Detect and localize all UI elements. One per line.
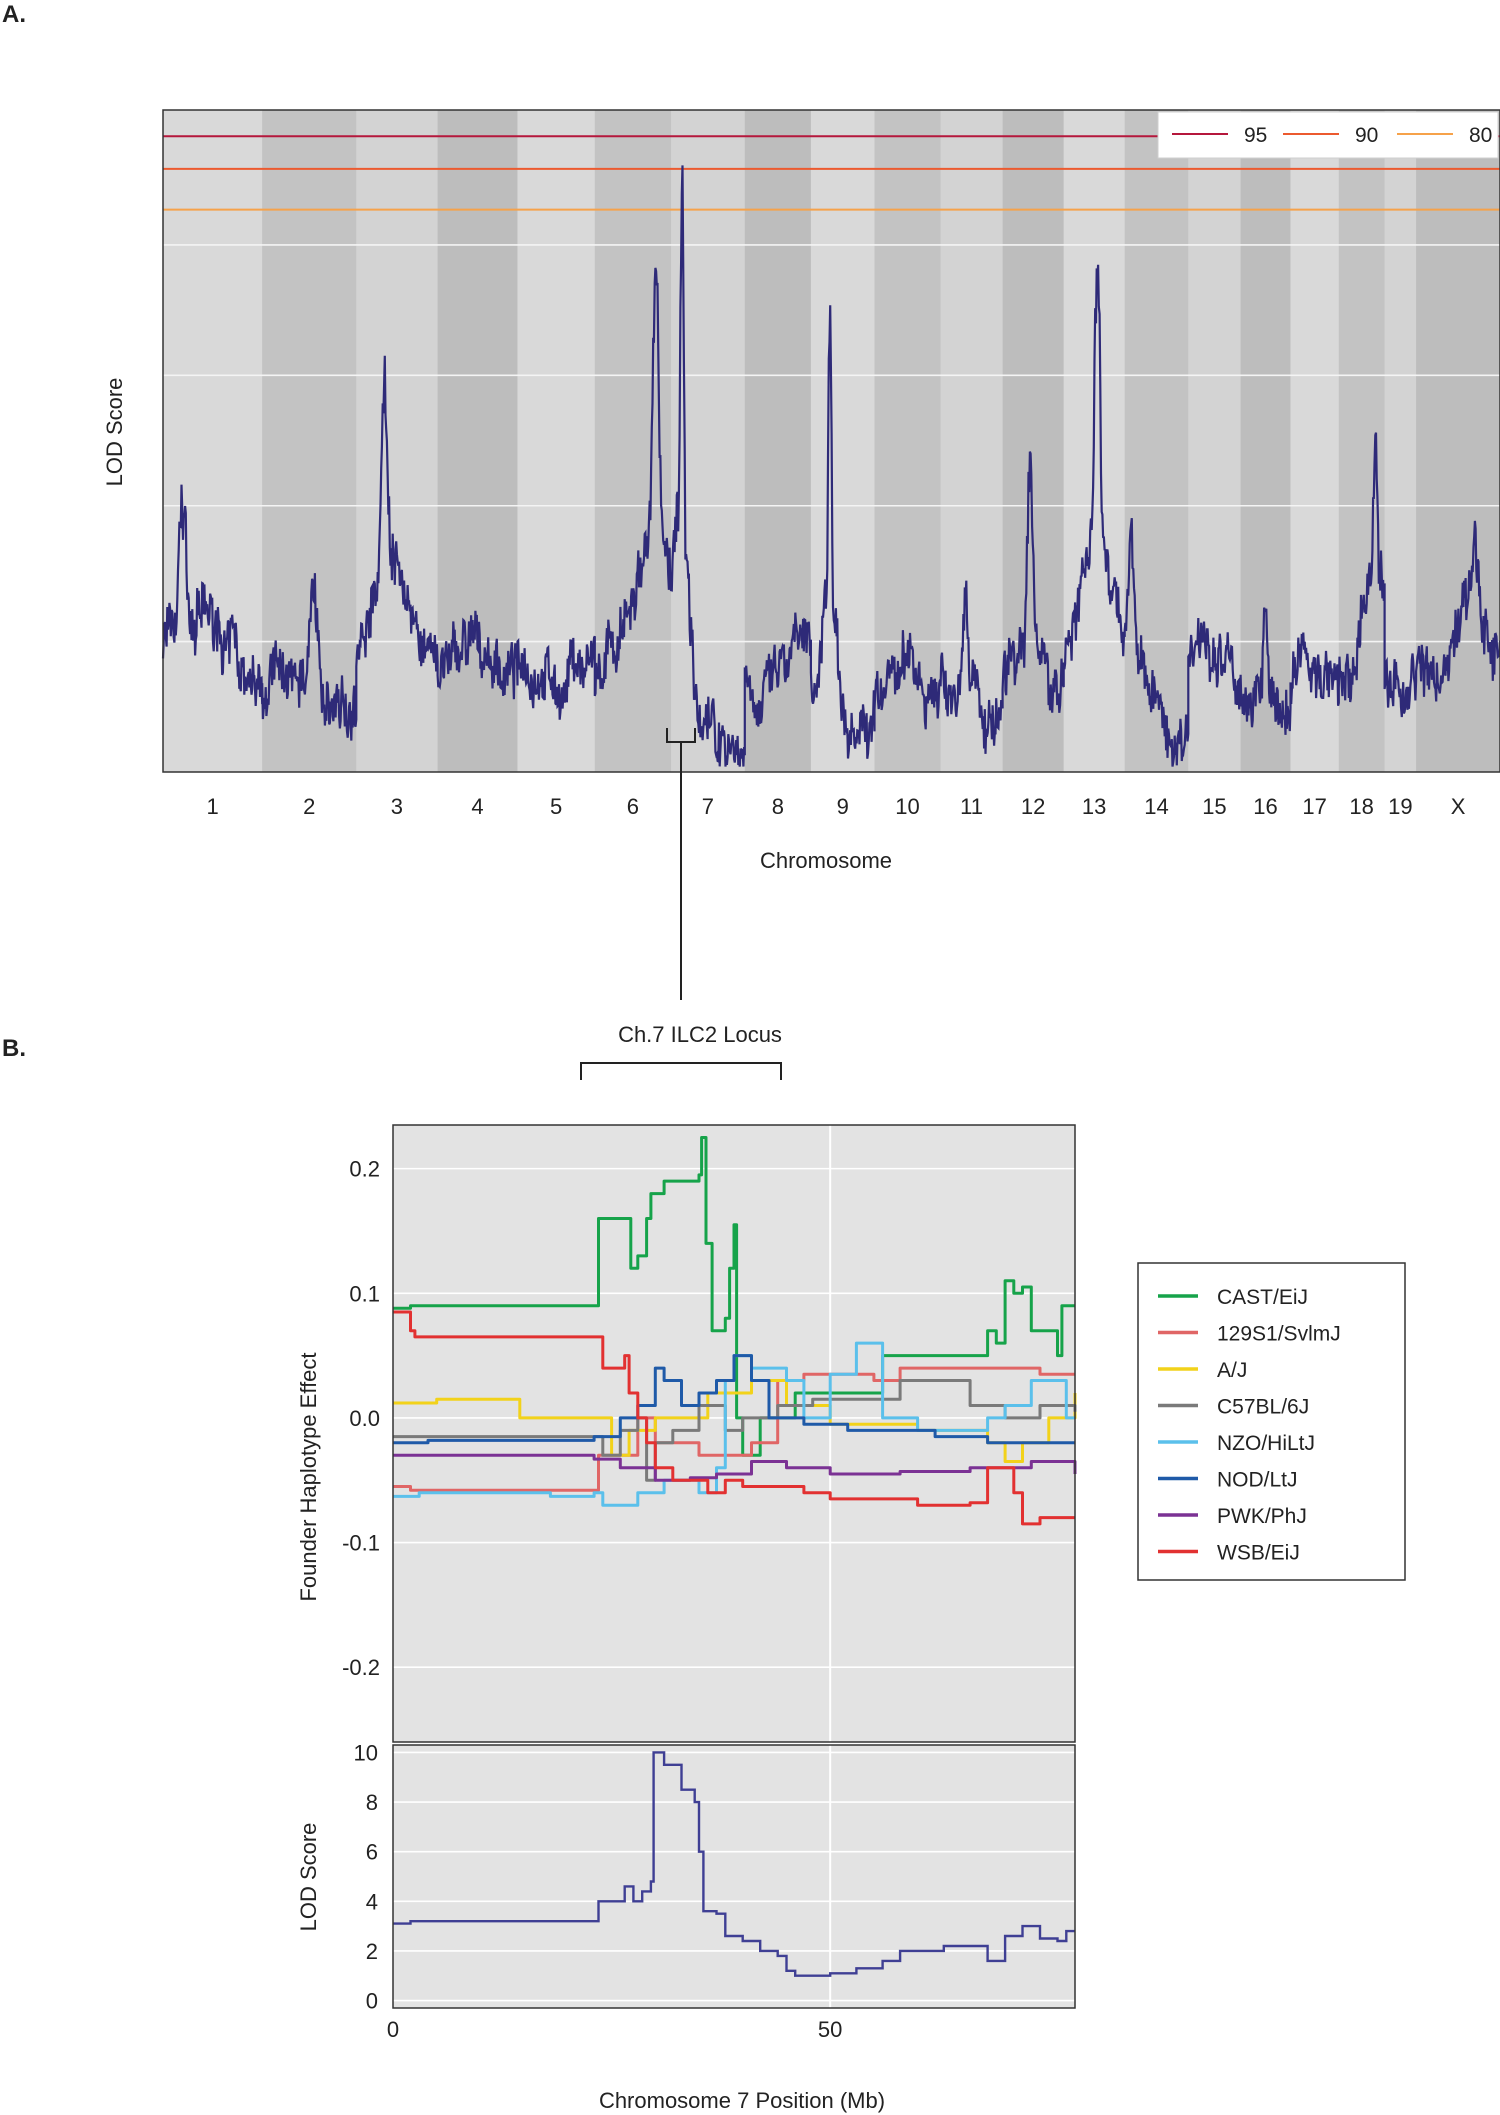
effect-y-tick-label: -0.1	[342, 1531, 380, 1556]
legend-label: A/J	[1217, 1359, 1247, 1382]
chromosome-tick-label: 2	[303, 794, 315, 819]
lod-x-tick-label: 50	[818, 2017, 842, 2042]
chromosome-tick-label: 13	[1082, 794, 1106, 819]
effect-plot-frame	[392, 1124, 1076, 1743]
legend-label: C57BL/6J	[1217, 1396, 1309, 1419]
lod-y-tick-label: 10	[354, 1740, 378, 1765]
genome-scan-chart: 95 90 80 1 2 3 4 5 6 7 8 9 10 11 12 13 14 15 16 17 18 19 X Ch…	[102, 109, 1500, 1080]
effect-line-nod-ltj	[393, 1354, 1075, 1445]
legend-label: CAST/EiJ	[1217, 1286, 1308, 1309]
chromosome-tick-label: 1	[206, 794, 218, 819]
founder-legend: CAST/EiJ 129S1/SvlmJ A/J C57BL/6J NZO/HiLtJ N…	[1137, 1262, 1406, 1581]
lod-x-tick-label: 0	[387, 2017, 399, 2042]
chromosome-tick-label: 11	[960, 794, 983, 819]
panel-b-label: B.	[2, 1035, 26, 1062]
locus-label: Ch.7 ILC2 Locus	[618, 1022, 782, 1047]
legend-label: WSB/EiJ	[1217, 1542, 1300, 1565]
chromosome-tick-label: 17	[1302, 794, 1326, 819]
lod-gridlines	[393, 1745, 1075, 2008]
effect-y-ticks: 0.2 0.1 0.0 -0.1 -0.2	[342, 1157, 380, 1681]
effect-line-c57bl-6j	[393, 1379, 1077, 1482]
effect-line-nzo-hiltj	[393, 1341, 1075, 1507]
x-axis-label: Chromosome	[760, 848, 892, 873]
lod-y-tick-label: 4	[366, 1889, 378, 1914]
effect-line-cast-eij	[393, 1136, 1075, 1457]
gridlines	[163, 244, 1500, 643]
locus-bracket-large	[580, 1062, 782, 1080]
chromosome-tick-label: 4	[471, 794, 483, 819]
chromosome-tick-label: X	[1451, 794, 1466, 819]
effect-y-tick-label: 0.2	[349, 1157, 380, 1182]
chromosome-band	[356, 110, 439, 772]
legend-label: 129S1/SvlmJ	[1217, 1323, 1341, 1346]
chromosome-tick-label: 5	[550, 794, 562, 819]
chromosome-tick-label: 12	[1021, 794, 1045, 819]
chromosome-band	[1124, 110, 1189, 772]
effect-line-129s1-svlmj	[393, 1366, 1075, 1492]
chromosome-tick-label: 15	[1202, 794, 1226, 819]
legend-label: PWK/PhJ	[1217, 1505, 1307, 1528]
panel-a-label: A.	[2, 1, 26, 28]
lod-y-tick-label: 6	[366, 1840, 378, 1865]
chr7-lod-line	[393, 1751, 1075, 1977]
genome-lod-line	[161, 165, 1500, 767]
lod-y-ticks: 0 2 4 6 8 10	[354, 1740, 378, 2013]
lod-x-axis-label: Chromosome 7 Position (Mb)	[599, 2088, 885, 2113]
effect-line-wsb-eij	[393, 1310, 1075, 1526]
effect-y-tick-label: 0.0	[349, 1406, 380, 1431]
legend-label: NOD/LtJ	[1217, 1469, 1298, 1492]
lod-plot-frame	[392, 1744, 1076, 2009]
chr7-lod-chart: 0 2 4 6 8 10 0 50 LOD Score Chromosome 7 Posit…	[296, 1740, 1076, 2113]
lod-x-ticks: 0 50	[387, 2017, 843, 2042]
chromosome-tick-label: 19	[1388, 794, 1412, 819]
lod-y-tick-label: 2	[366, 1939, 378, 1964]
chromosome-tick-label: 8	[772, 794, 784, 819]
legend-label: 80	[1469, 124, 1492, 147]
chromosome-band	[1240, 110, 1291, 772]
chromosome-tick-label: 16	[1253, 794, 1277, 819]
lod-y-axis-label: LOD Score	[296, 1823, 321, 1932]
effect-y-tick-label: -0.2	[342, 1655, 380, 1680]
plot-frame	[162, 109, 1500, 773]
effect-y-tick-label: 0.1	[349, 1281, 380, 1306]
lod-y-tick-label: 0	[366, 1989, 378, 2014]
legend-frame	[1137, 1262, 1406, 1581]
chromosome-tick-label: 3	[391, 794, 403, 819]
chromosome-band	[163, 110, 263, 772]
effect-series	[393, 1136, 1077, 1526]
chromosome-tick-label: 9	[837, 794, 849, 819]
chromosome-tick-label: 14	[1144, 794, 1168, 819]
effect-y-axis-label: Founder Haplotype Effect	[296, 1352, 321, 1601]
chromosome-band	[1002, 110, 1065, 772]
legend-label: NZO/HiLtJ	[1217, 1432, 1315, 1455]
legend-label: 90	[1355, 124, 1378, 147]
lod-plot-bg	[393, 1745, 1075, 2008]
haplotype-effect-chart: 0.2 0.1 0.0 -0.1 -0.2 Founder Haplotype Effe…	[296, 1124, 1406, 1743]
y-axis-label: LOD Score	[102, 378, 127, 487]
chromosome-tick-label: 6	[627, 794, 639, 819]
threshold-legend: 95 90 80	[1157, 111, 1499, 159]
chromosome-tick-label: 7	[702, 794, 714, 819]
chromosome-tick-labels: 1 2 3 4 5 6 7 8 9 10 11 12 13 14 15 16 17 18 19 X	[206, 794, 1465, 819]
chromosome-tick-label: 10	[895, 794, 919, 819]
effect-gridlines	[393, 1125, 1075, 1742]
legend-label: 95	[1244, 124, 1267, 147]
chromosome-tick-label: 18	[1349, 794, 1373, 819]
effect-plot-bg	[393, 1125, 1075, 1742]
lod-y-tick-label: 8	[366, 1790, 378, 1815]
